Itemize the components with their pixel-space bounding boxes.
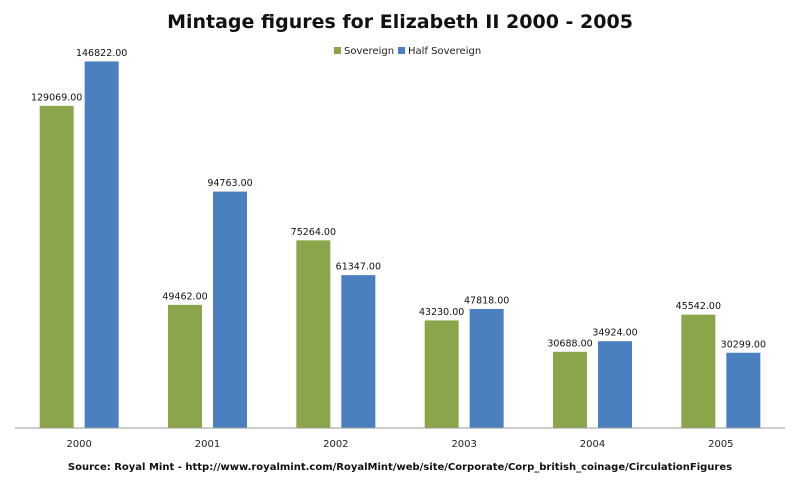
data-label-half-sovereign-2001: 94763.00 bbox=[207, 178, 252, 189]
data-label-half-sovereign-2005: 30299.00 bbox=[721, 339, 766, 350]
bar-sovereign-2003 bbox=[423, 319, 460, 429]
x-tick-label-2000: 2000 bbox=[66, 439, 91, 450]
legend-swatch-half-sovereign bbox=[398, 47, 405, 54]
bar-half-sovereign-2005 bbox=[725, 351, 762, 429]
bar-half-sovereign-2000 bbox=[83, 60, 120, 429]
bar-half-sovereign-2001 bbox=[212, 190, 248, 429]
data-label-sovereign-2005: 45542.00 bbox=[676, 301, 721, 312]
data-label-half-sovereign-2003: 47818.00 bbox=[464, 295, 509, 306]
x-tick-label-2005: 2005 bbox=[708, 439, 733, 450]
bar-sovereign-2000 bbox=[38, 104, 75, 429]
data-label-sovereign-2002: 75264.00 bbox=[291, 227, 336, 238]
bar-sovereign-2005 bbox=[680, 313, 717, 429]
x-tick-label-2004: 2004 bbox=[580, 439, 605, 450]
legend-label-sovereign: Sovereign bbox=[344, 46, 394, 57]
legend-label-half-sovereign: Half Sovereign bbox=[408, 46, 481, 57]
bar-sovereign-2001 bbox=[167, 303, 203, 429]
data-label-half-sovereign-2002: 61347.00 bbox=[336, 262, 381, 273]
data-label-half-sovereign-2004: 34924.00 bbox=[592, 328, 637, 339]
data-label-sovereign-2001: 49462.00 bbox=[162, 291, 207, 302]
bar-half-sovereign-2004 bbox=[597, 340, 633, 429]
data-label-sovereign-2004: 30688.00 bbox=[547, 338, 592, 349]
bar-half-sovereign-2002 bbox=[340, 274, 377, 429]
bar-sovereign-2004 bbox=[552, 350, 588, 429]
data-label-sovereign-2000: 129069.00 bbox=[31, 92, 82, 103]
x-tick-label-2003: 2003 bbox=[451, 439, 476, 450]
chart-title: Mintage figures for Elizabeth II 2000 - … bbox=[167, 11, 633, 33]
data-label-half-sovereign-2000: 146822.00 bbox=[76, 48, 127, 59]
x-tick-label-2001: 2001 bbox=[195, 439, 220, 450]
bar-half-sovereign-2003 bbox=[468, 307, 505, 429]
legend: Sovereign Half Sovereign bbox=[334, 46, 481, 57]
x-tick-label-2002: 2002 bbox=[323, 439, 348, 450]
bar-sovereign-2002 bbox=[295, 239, 332, 429]
legend-swatch-sovereign bbox=[334, 47, 341, 54]
data-label-sovereign-2003: 43230.00 bbox=[419, 307, 464, 318]
source-note: Source: Royal Mint - http://www.royalmin… bbox=[68, 462, 732, 473]
plot-area: 129069.00 146822.00 2000 49462.00 94763.00 20… bbox=[31, 48, 766, 450]
